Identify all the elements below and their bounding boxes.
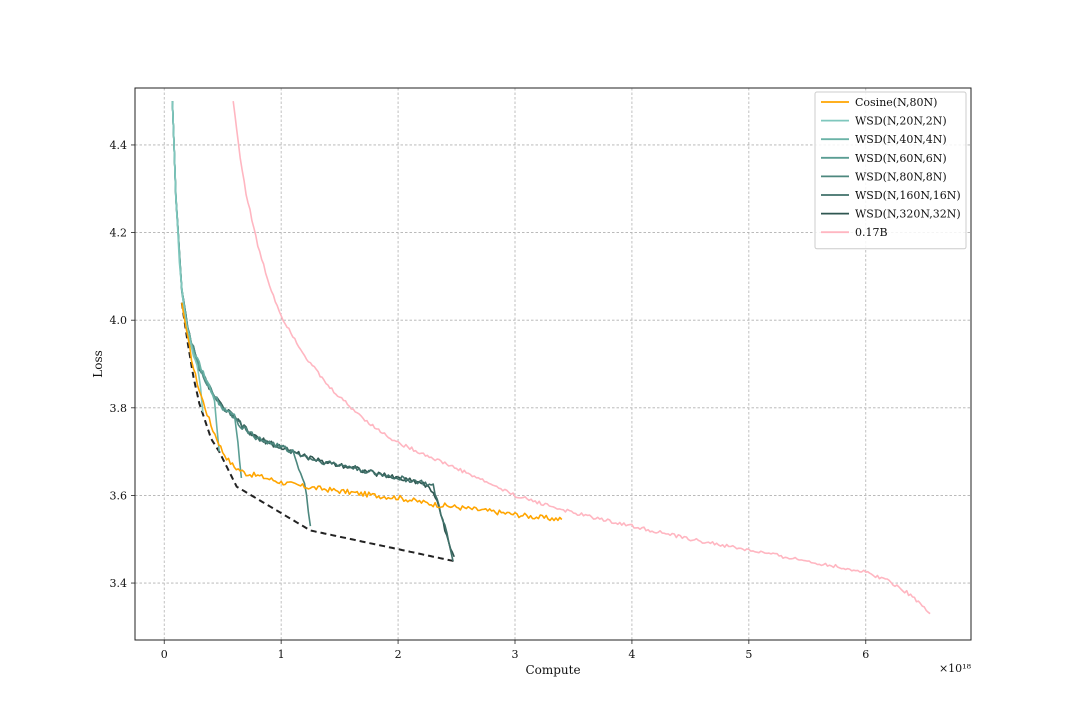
y-tick-label: 3.4	[110, 577, 128, 590]
legend-entry-label: WSD(N,60N,6N)	[855, 152, 947, 165]
y-tick-label: 3.8	[110, 402, 128, 415]
legend-entry-label: WSD(N,320N,32N)	[855, 208, 961, 221]
x-tick-label: 0	[161, 648, 168, 661]
axis-ticks: 0 1 2 3 4 5 6 3.4 3.6 3.8 4.0 4.2 4.4	[110, 139, 870, 661]
legend-entry-label: Cosine(N,80N)	[855, 96, 937, 109]
legend-entry-label: WSD(N,160N,16N)	[855, 189, 961, 202]
legend-box	[814, 91, 967, 250]
y-axis-label: Loss	[91, 350, 105, 378]
x-axis-offset-label: ×10¹⁸	[939, 662, 972, 675]
legend-entry-label: WSD(N,20N,2N)	[855, 115, 947, 128]
x-tick-label: 3	[512, 648, 519, 661]
legend-entry-label: WSD(N,40N,4N)	[855, 133, 947, 146]
legend-entry-label: WSD(N,80N,8N)	[855, 170, 947, 183]
series-line-wsd-n-20n-2n	[171, 101, 204, 413]
series-line-cosine-n-80n	[181, 302, 563, 522]
y-tick-label: 4.2	[110, 227, 128, 240]
series-line-0-17b	[232, 101, 931, 615]
y-tick-label: 3.6	[110, 489, 128, 502]
y-tick-label: 4.0	[110, 314, 128, 327]
envelope-dashed-line	[180, 302, 455, 563]
x-tick-label: 2	[395, 648, 402, 661]
grid-lines	[135, 88, 971, 640]
plot-frame	[134, 87, 972, 641]
x-tick-label: 1	[278, 648, 285, 661]
y-tick-label: 4.4	[110, 139, 128, 152]
series-lines	[171, 101, 931, 615]
legend-entry-label: 0.17B	[855, 226, 888, 239]
x-axis-label: Compute	[525, 663, 580, 677]
x-tick-label: 4	[628, 648, 635, 661]
x-tick-label: 5	[745, 648, 752, 661]
x-tick-label: 6	[862, 648, 869, 661]
legend: Cosine(N,80N) WSD(N,20N,2N) WSD(N,40N,4N) W…	[814, 91, 967, 250]
